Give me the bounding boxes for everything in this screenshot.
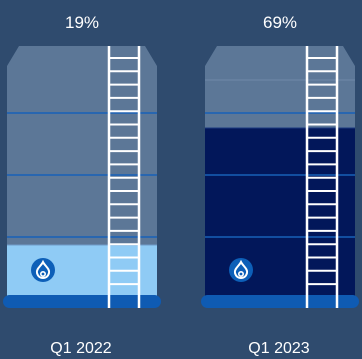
- tank-1: [3, 46, 161, 308]
- fill-bar-2: [205, 128, 355, 298]
- tank-base: [3, 295, 161, 308]
- value-label-1: 19%: [65, 13, 99, 32]
- gas-flame-icon: [31, 258, 55, 282]
- tank-2: [201, 46, 359, 308]
- gas-flame-icon: [229, 258, 253, 282]
- ladder: [107, 46, 141, 308]
- ladder: [305, 46, 339, 308]
- category-label-1: Q1 2022: [50, 340, 111, 357]
- category-label-2: Q1 2023: [248, 340, 309, 357]
- tank-base: [201, 295, 359, 308]
- value-label-2: 69%: [263, 13, 297, 32]
- tank-body: [7, 46, 157, 298]
